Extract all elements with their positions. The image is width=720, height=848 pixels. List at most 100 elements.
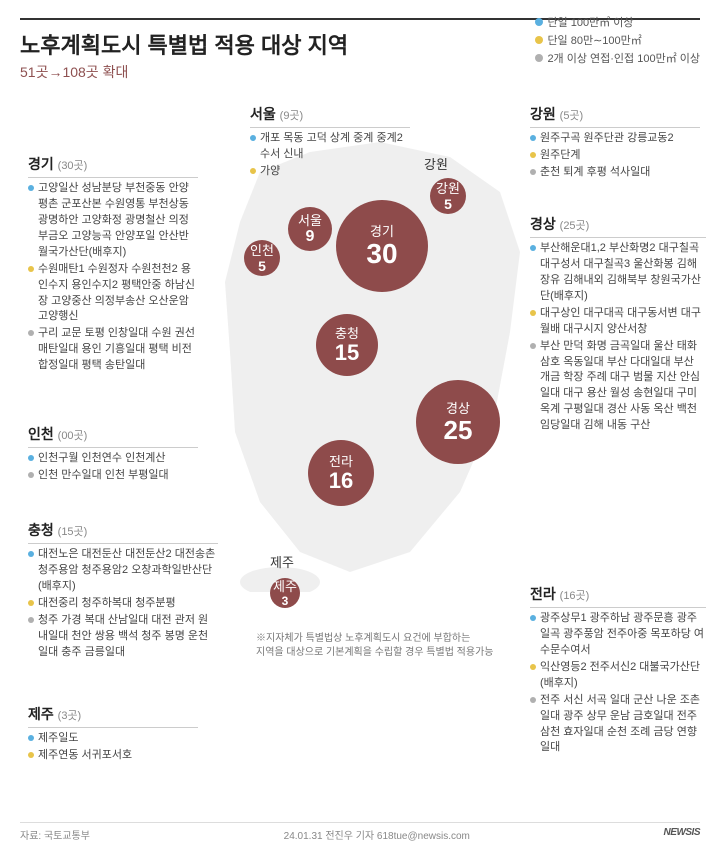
region-item: 광주상무1 광주하남 광주문흥 광주일곡 광주풍암 전주아중 목포하당 여수문수… xyxy=(530,611,706,659)
bubble-count: 9 xyxy=(306,229,315,245)
item-text: 인천구월 인천연수 인천계산 xyxy=(38,451,198,467)
item-text: 원주단계 xyxy=(540,148,700,164)
region-count: (3곳) xyxy=(58,710,82,722)
legend-item: 단일 100만㎡ 이상 xyxy=(535,14,700,30)
item-text: 대전노은 대전둔산 대전둔산2 대전송촌 청주용암 청주용암2 오창과학일반산단… xyxy=(38,547,218,595)
item-text: 제주연동 서귀포서호 xyxy=(38,748,198,764)
region-item: 제주일도 xyxy=(28,731,198,747)
item-text: 대전중리 청주하복대 청주분평 xyxy=(38,596,218,612)
region-chungcheong: 충청 (15곳)대전노은 대전둔산 대전둔산2 대전송촌 청주용암 청주용암2 … xyxy=(28,520,218,662)
region-title: 전라 (16곳) xyxy=(530,584,706,608)
region-count: (30곳) xyxy=(58,160,88,172)
bullet-icon xyxy=(530,152,536,158)
map-bubble-강원: 강원5 xyxy=(430,178,466,214)
bullet-icon xyxy=(28,455,34,461)
title-bold: 노후계획도시 특별법 xyxy=(20,33,208,58)
bubble-name: 충청 xyxy=(335,327,359,340)
region-count: (25곳) xyxy=(560,220,590,232)
region-count: (16곳) xyxy=(560,590,590,602)
item-text: 고양일산 성남분당 부천중동 안양평촌 군포산본 수원영통 부천상동 광명하안 … xyxy=(38,181,198,261)
region-title: 강원 (5곳) xyxy=(530,104,700,128)
bubble-name: 제주 xyxy=(273,580,297,593)
legend-item: 단일 80만∼100만㎡ xyxy=(535,32,700,48)
map-bubble-제주: 제주 3 xyxy=(270,578,300,608)
region-jeju: 제주 (3곳)제주일도제주연동 서귀포서호 xyxy=(28,704,198,765)
map-bubble-충청: 충청 15 xyxy=(316,314,378,376)
item-text: 구리 교문 토평 인창일대 수원 권선 매탄일대 용인 기흥일대 평택 비전 합… xyxy=(38,326,198,374)
map-bubble-경상: 경상 25 xyxy=(416,380,500,464)
region-item: 전주 서신 서곡 일대 군산 나운 조촌일대 광주 상무 운남 금호일대 전주 … xyxy=(530,693,706,757)
bullet-icon xyxy=(28,617,34,623)
bullet-icon xyxy=(530,343,536,349)
region-item: 원주구곡 원주단관 강릉교동2 xyxy=(530,131,700,147)
bullet-icon xyxy=(28,600,34,606)
region-item: 인천구월 인천연수 인천계산 xyxy=(28,451,198,467)
region-item: 구리 교문 토평 인창일대 수원 권선 매탄일대 용인 기흥일대 평택 비전 합… xyxy=(28,326,198,374)
bubble-count: 3 xyxy=(282,595,289,607)
bullet-icon xyxy=(28,330,34,336)
region-item: 수원매탄1 수원정자 수원천천2 용인수지 용인수지2 평택안중 하남신장 고양… xyxy=(28,262,198,326)
bullet-icon xyxy=(530,135,536,141)
credit-label: 24.01.31 전진우 기자 618tue@newsis.com xyxy=(284,827,470,842)
region-gyeonggi: 경기 (30곳) 고양일산 성남분당 부천중동 안양평촌 군포산본 수원영통 부천… xyxy=(28,154,198,375)
bullet-icon xyxy=(28,551,34,557)
bullet-icon xyxy=(530,697,536,703)
footer: 자료: 국토교통부 24.01.31 전진우 기자 618tue@newsis.… xyxy=(20,822,700,842)
bubble-name: 인천 xyxy=(250,244,274,257)
item-text: 광주상무1 광주하남 광주문흥 광주일곡 광주풍암 전주아중 목포하당 여수문수… xyxy=(540,611,706,659)
region-item: 제주연동 서귀포서호 xyxy=(28,748,198,764)
bubble-count: 15 xyxy=(335,342,359,364)
region-count: (9곳) xyxy=(280,110,304,122)
region-incheon: 인천 (00곳)인천구월 인천연수 인천계산인천 만수일대 인천 부평일대 xyxy=(28,424,198,485)
bubble-count: 30 xyxy=(366,240,397,268)
region-gyeongsang: 경상 (25곳)부산해운대1,2 부산화명2 대구칠곡 대구성서 대구칠곡3 울… xyxy=(530,214,706,435)
logo: NEWSIS xyxy=(664,827,700,842)
bubble-count: 25 xyxy=(444,417,473,443)
region-item: 부산해운대1,2 부산화명2 대구칠곡 대구성서 대구칠곡3 울산화봉 김해장유… xyxy=(530,241,706,305)
item-text: 가양 xyxy=(260,164,410,180)
region-item: 춘천 퇴계 후평 석사일대 xyxy=(530,165,700,181)
bullet-icon xyxy=(28,735,34,741)
legend-label: 단일 80만∼100만㎡ xyxy=(547,32,641,48)
bubble-name: 경상 xyxy=(446,402,470,415)
bullet-icon xyxy=(28,185,34,191)
region-item: 대전노은 대전둔산 대전둔산2 대전송촌 청주용암 청주용암2 오창과학일반산단… xyxy=(28,547,218,595)
legend: 단일 100만㎡ 이상단일 80만∼100만㎡ 2개 이상 연접·인접 100만㎡… xyxy=(535,14,700,68)
region-gangwon: 강원 (5곳) 원주구곡 원주단관 강릉교동2원주단계춘천 퇴계 후평 석사일대 xyxy=(530,104,700,182)
region-count: (15곳) xyxy=(58,526,88,538)
region-jeolla: 전라 (16곳) 광주상무1 광주하남 광주문흥 광주일곡 광주풍암 전주아중 목… xyxy=(530,584,706,757)
bubble-name: 서울 xyxy=(298,214,322,227)
item-text: 청주 가경 복대 산남일대 대전 관저 원내일대 천안 쌍용 백석 청주 봉명 … xyxy=(38,613,218,661)
bullet-icon xyxy=(250,168,256,174)
map-bubble-경기: 경기 30 xyxy=(336,200,428,292)
region-item: 익산영등2 전주서신2 대불국가산단(배후지) xyxy=(530,660,706,692)
item-text: 개포 목동 고덕 상계 중계 중계2 수서 신내 xyxy=(260,131,410,163)
legend-label: 2개 이상 연접·인접 100만㎡ 이상 xyxy=(547,50,700,66)
bullet-icon xyxy=(530,245,536,251)
region-item: 대구상인 대구대곡 대구동서변 대구월배 대구시지 양산서창 xyxy=(530,306,706,338)
bubble-name: 경기 xyxy=(370,225,394,238)
bullet-icon xyxy=(250,135,256,141)
item-text: 인천 만수일대 인천 부평일대 xyxy=(38,468,198,484)
region-title: 경기 (30곳) xyxy=(28,154,198,178)
legend-dot xyxy=(535,36,543,44)
map-bubble-전라: 전라 16 xyxy=(308,440,374,506)
note-line2: 지역을 대상으로 기본계획을 수립할 경우 특별법 적용가능 xyxy=(256,646,493,660)
region-item: 인천 만수일대 인천 부평일대 xyxy=(28,468,198,484)
item-text: 제주일도 xyxy=(38,731,198,747)
region-count: (00곳) xyxy=(58,430,88,442)
legend-item: 2개 이상 연접·인접 100만㎡ 이상 xyxy=(535,50,700,66)
bubble-name: 전라 xyxy=(329,455,353,468)
footnote: ※지자체가 특별법상 노후계획도시 요건에 부합하는 지역을 대상으로 기본계획… xyxy=(256,632,493,660)
item-text: 부산 만덕 화명 금곡일대 울산 태화 삼호 옥동일대 부산 다대일대 부산 개… xyxy=(540,339,706,435)
bubble-count: 16 xyxy=(329,470,353,492)
region-title: 서울 (9곳) xyxy=(250,104,410,128)
item-text: 익산영등2 전주서신2 대불국가산단(배후지) xyxy=(540,660,706,692)
region-count: (5곳) xyxy=(560,110,584,122)
item-text: 전주 서신 서곡 일대 군산 나운 조촌일대 광주 상무 운남 금호일대 전주 … xyxy=(540,693,706,757)
legend-dot xyxy=(535,54,543,62)
bullet-icon xyxy=(28,752,34,758)
map-label: 강원 xyxy=(424,154,448,173)
region-seoul: 서울 (9곳) 개포 목동 고덕 상계 중계 중계2 수서 신내가양 xyxy=(250,104,410,181)
bullet-icon xyxy=(530,310,536,316)
